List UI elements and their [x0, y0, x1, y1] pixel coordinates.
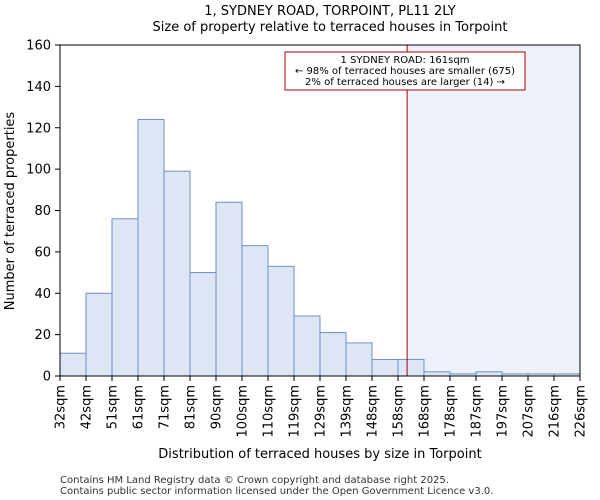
- annotation-line-3: 2% of terraced houses are larger (14) →: [305, 77, 505, 88]
- x-tick-label: 178sqm: [444, 385, 459, 438]
- bar-71sqm: [163, 170, 191, 377]
- bar-187sqm: [475, 371, 503, 377]
- x-tick-label: 139sqm: [340, 385, 355, 438]
- bar-139sqm: [345, 342, 373, 377]
- y-tick-label: 20: [34, 328, 51, 343]
- y-axis-label: Number of terraced properties: [3, 112, 18, 311]
- bar-32sqm: [59, 352, 87, 377]
- bar-42sqm: [85, 292, 113, 377]
- annotation-box: 1 SYDNEY ROAD: 161sqm ← 98% of terraced …: [284, 51, 526, 91]
- x-tick-label: 100sqm: [236, 385, 251, 438]
- x-tick-label: 71sqm: [158, 385, 173, 429]
- x-tick-label: 61sqm: [132, 385, 147, 429]
- bar-158sqm: [397, 358, 425, 377]
- annotation-line-2: ← 98% of terraced houses are smaller (67…: [295, 66, 515, 77]
- larger-region-shade: [407, 45, 580, 376]
- y-tick-label: 100: [26, 163, 51, 178]
- chart-subtitle: Size of property relative to terraced ho…: [153, 20, 508, 35]
- bar-110sqm: [267, 265, 295, 377]
- x-tick-label: 32sqm: [54, 385, 69, 429]
- x-tick-label: 129sqm: [314, 385, 329, 438]
- x-tick-label: 197sqm: [496, 385, 511, 438]
- bar-51sqm: [111, 218, 139, 377]
- x-tick-label: 226sqm: [574, 385, 589, 438]
- x-tick-label: 51sqm: [106, 385, 121, 429]
- x-tick-label: 207sqm: [522, 385, 537, 438]
- x-tick-label: 216sqm: [548, 385, 563, 438]
- y-tick-label: 40: [34, 287, 51, 302]
- x-tick-label: 148sqm: [366, 385, 381, 438]
- y-tick-label: 60: [34, 245, 51, 260]
- x-tick-label: 110sqm: [262, 385, 277, 438]
- x-tick-label: 187sqm: [470, 385, 485, 438]
- bar-129sqm: [319, 332, 347, 377]
- footer-line-2: Contains public sector information licen…: [60, 486, 493, 497]
- x-axis-label: Distribution of terraced houses by size …: [158, 447, 481, 462]
- bar-119sqm: [293, 315, 321, 377]
- x-tick-label: 42sqm: [80, 385, 95, 429]
- bar-61sqm: [137, 118, 165, 377]
- bar-168sqm: [423, 371, 451, 377]
- bar-100sqm: [241, 245, 269, 377]
- x-tick-label: 119sqm: [288, 385, 303, 438]
- y-tick-label: 140: [26, 80, 51, 95]
- y-tick-label: 80: [34, 204, 51, 219]
- y-tick-label: 160: [26, 39, 51, 54]
- y-tick-label: 0: [43, 370, 51, 385]
- x-tick-label: 90sqm: [210, 385, 225, 429]
- bar-148sqm: [371, 358, 399, 377]
- y-tick-label: 120: [26, 121, 51, 136]
- annotation-frame: [284, 51, 526, 91]
- x-tick-label: 81sqm: [184, 385, 199, 429]
- footer-line-1: Contains HM Land Registry data © Crown c…: [60, 475, 449, 486]
- chart-title: 1, SYDNEY ROAD, TORPOINT, PL11 2LY: [204, 4, 456, 19]
- bar-81sqm: [189, 272, 217, 377]
- x-tick-label: 158sqm: [392, 385, 407, 438]
- x-tick-label: 168sqm: [418, 385, 433, 438]
- annotation-line-1: 1 SYDNEY ROAD: 161sqm: [341, 55, 470, 66]
- bar-90sqm: [215, 201, 243, 377]
